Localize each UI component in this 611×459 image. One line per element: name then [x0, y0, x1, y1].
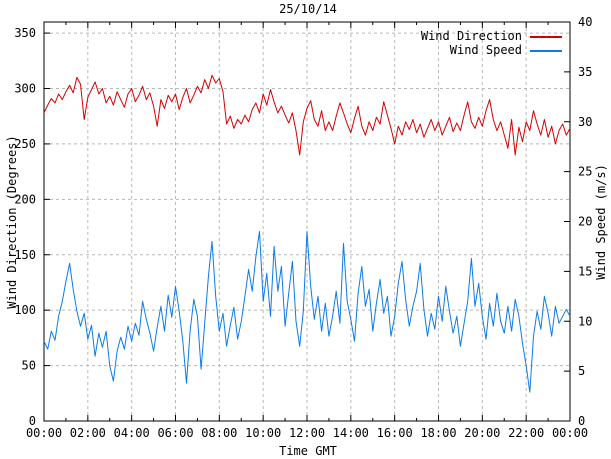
y-right-tick-label: 40	[578, 15, 592, 29]
x-tick-label: 22:00	[508, 426, 544, 440]
x-tick-label: 12:00	[289, 426, 325, 440]
y-right-tick-label: 15	[578, 264, 592, 278]
x-tick-label: 20:00	[464, 426, 500, 440]
legend-label-wind-direction: Wind Direction	[420, 29, 522, 43]
y-right-tick-label: 10	[578, 314, 592, 328]
y-left-tick-label: 0	[29, 414, 36, 428]
x-tick-label: 02:00	[70, 426, 106, 440]
plot-border	[43, 21, 571, 422]
y-left-tick-label: 50	[22, 359, 36, 373]
x-tick-label: 00:00	[26, 426, 62, 440]
y-left-tick-label: 300	[14, 82, 36, 96]
legend-label-wind-speed: Wind Speed	[449, 43, 522, 57]
legend-item-wind-speed: Wind Speed	[421, 44, 562, 57]
x-tick-label: 10:00	[245, 426, 281, 440]
wind-speed-line	[43, 231, 571, 393]
y-left-tick-label: 100	[14, 303, 36, 317]
x-tick-label: 18:00	[420, 426, 456, 440]
wind-speed-line-swatch	[530, 49, 562, 52]
wind-direction-line-swatch	[530, 35, 562, 38]
legend: Wind Direction Wind Speed	[421, 30, 562, 57]
legend-item-wind-direction: Wind Direction	[421, 30, 562, 43]
y-right-tick-label: 20	[578, 215, 592, 229]
y-left-tick-label: 200	[14, 192, 36, 206]
y-left-tick-label: 350	[14, 26, 36, 40]
y-right-tick-label: 35	[578, 65, 592, 79]
x-tick-label: 08:00	[201, 426, 237, 440]
wind-direction-line	[43, 74, 571, 156]
y-right-tick-label: 0	[578, 414, 585, 428]
y-right-tick-label: 25	[578, 165, 592, 179]
x-tick-label: 16:00	[377, 426, 413, 440]
y-left-tick-label: 250	[14, 137, 36, 151]
x-tick-label: 00:00	[552, 426, 588, 440]
x-tick-label: 04:00	[114, 426, 150, 440]
y-axis-right-label: Wind Speed (m/s)	[594, 164, 608, 280]
y-left-tick-label: 150	[14, 248, 36, 262]
y-right-tick-label: 30	[578, 115, 592, 129]
x-tick-label: 06:00	[157, 426, 193, 440]
y-right-tick-label: 5	[578, 364, 585, 378]
x-axis-label: Time GMT	[279, 444, 337, 458]
x-tick-label: 14:00	[333, 426, 369, 440]
y-axis-left-label: Wind Direction (Degrees)	[5, 135, 19, 309]
chart-title: 25/10/14	[279, 2, 337, 16]
